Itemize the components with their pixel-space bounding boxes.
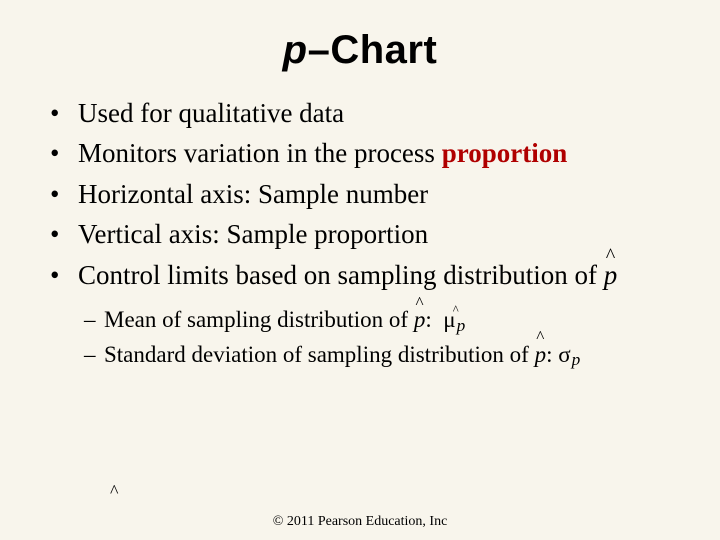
p-hat-symbol: p^ (414, 303, 426, 338)
colon-sep: : (425, 307, 431, 332)
bullet-text: Vertical axis: Sample proportion (78, 219, 428, 249)
bullet-item: Monitors variation in the process propor… (50, 135, 680, 171)
p-hat-symbol: p^ (535, 338, 547, 373)
bullet-item: Control limits based on sampling distrib… (50, 257, 680, 293)
bullet-text: Horizontal axis: Sample number (78, 179, 428, 209)
mu-p-hat: μ^p (443, 303, 455, 338)
stray-caret: ^ (110, 481, 118, 502)
sub-bullet-list: Mean of sampling distribution of p^: μ^p… (40, 303, 680, 372)
slide-title: p–Chart (40, 28, 680, 73)
bullet-text: Monitors variation in the process (78, 138, 442, 168)
p-hat-symbol: p^ (604, 257, 618, 293)
slide: p–Chart Used for qualitative data Monito… (0, 0, 720, 540)
sub-bullet-item: Standard deviation of sampling distribut… (84, 338, 680, 373)
main-bullet-list: Used for qualitative data Monitors varia… (40, 95, 680, 293)
title-italic-p: p (283, 28, 308, 72)
bullet-text: Used for qualitative data (78, 98, 344, 128)
bullet-item: Horizontal axis: Sample number (50, 176, 680, 212)
sub-bullet-item: Mean of sampling distribution of p^: μ^p (84, 303, 680, 338)
bullet-item: Used for qualitative data (50, 95, 680, 131)
copyright-footer: © 2011 Pearson Education, Inc (0, 514, 720, 530)
sub-bullet-text: Mean of sampling distribution of (104, 307, 414, 332)
colon-sep: : (546, 342, 552, 367)
bullet-text: Control limits based on sampling distrib… (78, 260, 604, 290)
title-suffix: –Chart (308, 28, 438, 72)
emphasis-word: proportion (442, 138, 568, 168)
sigma-p-hat: σp (558, 338, 570, 373)
sub-bullet-text: Standard deviation of sampling distribut… (104, 342, 535, 367)
bullet-item: Vertical axis: Sample proportion (50, 216, 680, 252)
